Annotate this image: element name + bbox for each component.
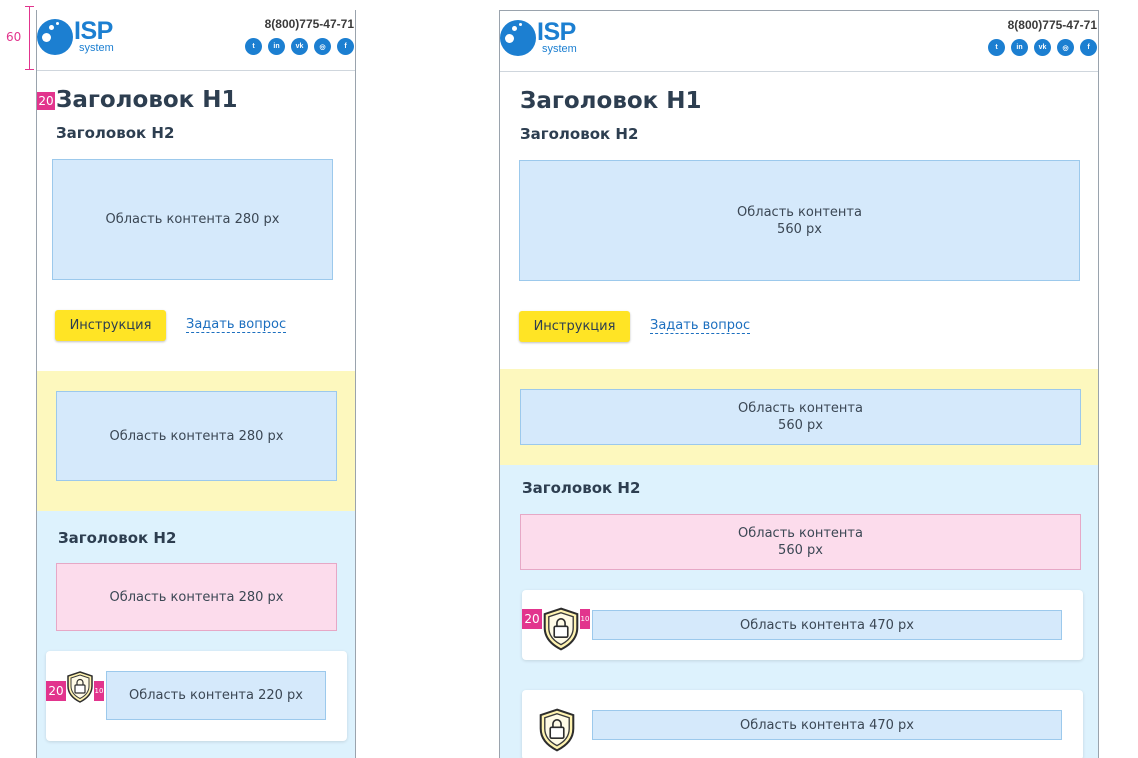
guide-cap-top (25, 6, 34, 7)
logo-isp-text: ISP (74, 17, 113, 45)
logo-isp-text: ISP (537, 18, 576, 46)
vk-icon[interactable]: vk (1034, 39, 1051, 56)
facebook-icon[interactable]: f (1080, 39, 1097, 56)
instruction-button-desktop[interactable]: Инструкция (519, 311, 630, 342)
logo-ball-icon (500, 20, 536, 56)
linkedin-icon[interactable]: in (1011, 39, 1028, 56)
section-title-h2-second-desktop: Заголовок H2 (522, 479, 641, 497)
instagram-icon[interactable]: ◎ (314, 38, 331, 55)
twitter-icon[interactable]: t (245, 38, 262, 55)
card-content-area-220: Область контента 220 px (106, 671, 326, 720)
shield-lock-icon (539, 708, 575, 752)
logo-system-text: system (542, 43, 577, 55)
instruction-button[interactable]: Инструкция (55, 310, 166, 341)
logo-system-text: system (79, 42, 114, 54)
site-header-desktop: ISP system 8(800)775-47-71 t in vk ◎ f (500, 11, 1098, 72)
vk-icon[interactable]: vk (291, 38, 308, 55)
isp-system-logo[interactable]: ISP system (37, 17, 119, 56)
shield-lock-icon (67, 671, 93, 703)
feature-card: 20 10 Область контента 220 px (46, 651, 347, 741)
yellow-content-area-desktop: Область контента 560 px (520, 389, 1081, 445)
content-area-280: Область контента 280 px (52, 159, 333, 280)
content-label: Область контента (738, 526, 863, 541)
yellow-band-section: Область контента 280 px (37, 371, 355, 511)
yellow-content-area: Область контента 280 px (56, 391, 337, 481)
yellow-band-section-desktop: Область контента 560 px (500, 369, 1098, 465)
ask-question-link-desktop[interactable]: Задать вопрос (650, 318, 751, 334)
logo-ball-icon (37, 19, 73, 55)
facebook-icon[interactable]: f (337, 38, 354, 55)
margin-marker-h1: 20 (37, 92, 55, 110)
ask-question-link[interactable]: Задать вопрос (186, 317, 287, 333)
linkedin-icon[interactable]: in (268, 38, 285, 55)
section-title-h2: Заголовок H2 (56, 124, 175, 142)
mobile-layout-frame: ISP system 8(800)775-47-71 t in vk ◎ f 2… (36, 10, 356, 758)
social-links: t in vk ◎ f (245, 38, 354, 55)
guide-cap-bottom (25, 69, 34, 70)
phone-number[interactable]: 8(800)775-47-71 (264, 17, 354, 31)
page-title-h1-desktop: Заголовок H1 (520, 88, 702, 114)
content-width-label: 560 px (778, 543, 823, 558)
feature-card-2: Область контента 470 px (522, 690, 1083, 758)
content-label: Область контента (738, 401, 863, 416)
isp-system-logo-desktop[interactable]: ISP system (500, 18, 582, 57)
blue-band-section: Заголовок H2 Область контента 280 px 20 … (37, 511, 355, 758)
desktop-layout-frame: ISP system 8(800)775-47-71 t in vk ◎ f З… (499, 10, 1099, 758)
feature-card-1: 20 10 Область контента 470 px (522, 590, 1083, 660)
margin-marker-left: 20 (522, 609, 542, 629)
section-title-h2-second: Заголовок H2 (58, 529, 177, 547)
page-title-h1: Заголовок H1 (56, 87, 238, 113)
content-area-560: Область контента 560 px (519, 160, 1080, 281)
site-header: ISP system 8(800)775-47-71 t in vk ◎ f (37, 10, 355, 71)
pink-content-area-desktop: Область контента 560 px (520, 514, 1081, 570)
instagram-icon[interactable]: ◎ (1057, 39, 1074, 56)
margin-marker-right: 10 (580, 609, 590, 629)
margin-marker-right: 10 (94, 681, 104, 701)
social-links-desktop: t in vk ◎ f (988, 39, 1097, 56)
twitter-icon[interactable]: t (988, 39, 1005, 56)
content-label: Область контента (737, 204, 862, 220)
content-width-label: 560 px (777, 221, 822, 237)
content-width-label: 560 px (778, 418, 823, 433)
header-height-label: 60 (6, 30, 22, 44)
card-content-area-470: Область контента 470 px (592, 710, 1062, 740)
header-height-guide (29, 6, 30, 70)
shield-lock-icon (543, 607, 579, 651)
pink-content-area: Область контента 280 px (56, 563, 337, 631)
blue-band-section-desktop: Заголовок H2 Область контента 560 px 20 … (500, 465, 1098, 758)
phone-number-desktop[interactable]: 8(800)775-47-71 (1007, 18, 1097, 32)
card-content-area-470: Область контента 470 px (592, 610, 1062, 640)
section-title-h2-desktop: Заголовок H2 (520, 125, 639, 143)
margin-marker-left: 20 (46, 681, 66, 701)
